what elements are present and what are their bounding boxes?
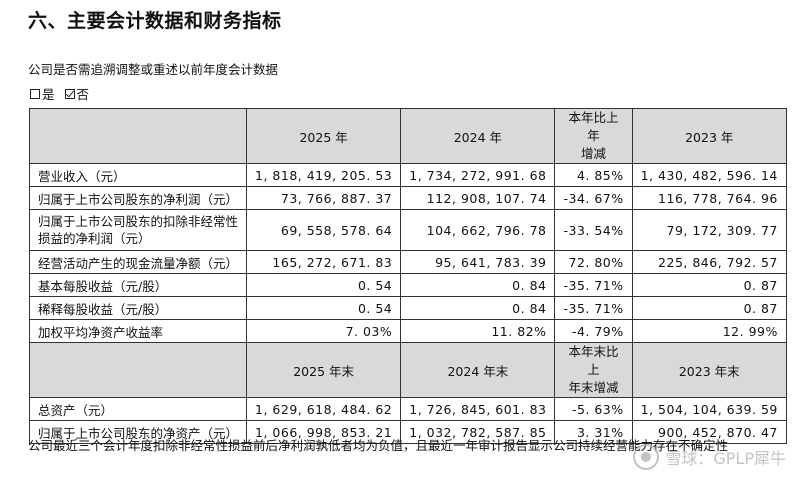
- value-cell: 0. 87: [631, 296, 787, 320]
- value-cell: 1, 430, 482, 596. 14: [631, 163, 787, 187]
- column-header: 2025 年末: [246, 342, 402, 398]
- checkbox-no[interactable]: [64, 88, 75, 99]
- value-cell: 3. 31%: [554, 420, 633, 444]
- row-label: 总资产（元）: [28, 397, 248, 421]
- value-cell: 73, 766, 887. 37: [246, 186, 402, 210]
- value-cell: 0. 84: [400, 296, 556, 320]
- table-row: 基本每股收益（元/股） 0. 54 0. 84 -35. 71% 0. 87: [28, 273, 787, 297]
- table-row: 总资产（元） 1, 629, 618, 484. 62 1, 726, 845, 6…: [28, 397, 787, 421]
- option-yes[interactable]: 是: [30, 84, 55, 103]
- table-header-row: 2025 年末 2024 年末 本年末比上 年末增减 2023 年末: [28, 342, 787, 398]
- row-label: 加权平均净资产收益率: [28, 319, 248, 343]
- value-cell: -35. 71%: [554, 296, 633, 320]
- value-cell: 116, 778, 764. 96: [631, 186, 787, 210]
- snowball-logo-icon: [633, 444, 660, 470]
- value-cell: 1, 629, 618, 484. 62: [246, 397, 402, 421]
- value-cell: 11. 82%: [400, 319, 556, 343]
- column-header: 2025 年: [246, 108, 402, 164]
- row-label: 稀释每股收益（元/股）: [28, 296, 248, 320]
- table-row: 归属于上市公司股东的净利润（元） 73, 766, 887. 37 112, 908…: [28, 186, 787, 210]
- value-cell: 1, 504, 104, 639. 59: [631, 397, 787, 421]
- value-cell: -4. 79%: [554, 319, 633, 343]
- restatement-question: 公司是否需追溯调整或重述以前年度会计数据: [28, 62, 279, 77]
- value-cell: -35. 71%: [554, 273, 633, 297]
- row-label: 归属于上市公司股东的扣除非经常性损益的净利润（元）: [28, 209, 248, 251]
- row-label: 经营活动产生的现金流量净额（元）: [28, 250, 248, 274]
- row-label: 基本每股收益（元/股）: [28, 273, 248, 297]
- column-header: 2024 年末: [400, 342, 556, 398]
- header-corner: [28, 342, 248, 398]
- value-cell: 104, 662, 796. 78: [400, 209, 556, 251]
- table-row: 归属于上市公司股东的扣除非经常性损益的净利润（元） 69, 558, 578. 6…: [28, 209, 787, 251]
- option-yes-label: 是: [42, 87, 55, 102]
- value-cell: 165, 272, 671. 83: [246, 250, 402, 274]
- value-cell: 112, 908, 107. 74: [400, 186, 556, 210]
- watermark: 雪球：GPLP犀牛: [633, 444, 786, 470]
- value-cell: 1, 066, 998, 853. 21: [246, 420, 402, 444]
- column-header: 2023 年末: [631, 342, 787, 398]
- value-cell: 1, 734, 272, 991. 68: [400, 163, 556, 187]
- value-cell: 0. 87: [631, 273, 787, 297]
- row-label: 营业收入（元）: [28, 163, 248, 187]
- row-label: 归属于上市公司股东的净利润（元）: [28, 186, 248, 210]
- option-no-label: 否: [76, 87, 90, 102]
- value-cell: 1, 818, 419, 205. 53: [246, 163, 402, 187]
- value-cell: 12. 99%: [631, 319, 787, 343]
- value-cell: 900, 452, 870. 47: [631, 420, 787, 444]
- value-cell: -33. 54%: [554, 209, 633, 251]
- table-row: 营业收入（元） 1, 818, 419, 205. 53 1, 734, 272, …: [28, 163, 787, 187]
- option-no[interactable]: 否: [64, 84, 90, 103]
- value-cell: 0. 54: [246, 296, 402, 320]
- value-cell: 0. 54: [246, 273, 402, 297]
- column-header: 本年末比上 年末增减: [554, 342, 633, 398]
- restatement-options: 是 否: [30, 84, 89, 103]
- table-row: 加权平均净资产收益率 7. 03% 11. 82% -4. 79% 12. 99%: [28, 319, 787, 343]
- column-header: 2024 年: [400, 108, 556, 164]
- value-cell: 0. 84: [400, 273, 556, 297]
- value-cell: 1, 032, 782, 587. 85: [400, 420, 556, 444]
- watermark-text: 雪球：GPLP犀牛: [665, 449, 786, 468]
- table-row: 经营活动产生的现金流量净额（元） 165, 272, 671. 83 95, 641…: [28, 250, 787, 274]
- value-cell: 69, 558, 578. 64: [246, 209, 402, 251]
- value-cell: 95, 641, 783. 39: [400, 250, 556, 274]
- header-corner: [28, 108, 248, 164]
- table-row: 稀释每股收益（元/股） 0. 54 0. 84 -35. 71% 0. 87: [28, 296, 787, 320]
- section-title: 六、主要会计数据和财务指标: [28, 10, 282, 32]
- value-cell: 4. 85%: [554, 163, 633, 187]
- value-cell: 1, 726, 845, 601. 83: [400, 397, 556, 421]
- row-label: 归属于上市公司股东的净资产（元）: [28, 420, 248, 444]
- value-cell: -5. 63%: [554, 397, 633, 421]
- checkbox-yes[interactable]: [30, 88, 40, 99]
- value-cell: 79, 172, 309. 77: [631, 209, 787, 251]
- table-header-row: 2025 年 2024 年本年比上年 增减 2023 年: [28, 108, 787, 164]
- financial-table: 2025 年 2024 年本年比上年 增减 2023 年营业收入（元） 1, 818,…: [28, 108, 787, 444]
- value-cell: 225, 846, 792. 57: [631, 250, 787, 274]
- value-cell: 72. 80%: [554, 250, 633, 274]
- column-header: 2023 年: [631, 108, 787, 164]
- value-cell: -34. 67%: [554, 186, 633, 210]
- column-header: 本年比上年 增减: [554, 108, 633, 164]
- value-cell: 7. 03%: [246, 319, 402, 343]
- footnote: 公司最近三个会计年度扣除非经常性损益前后净利润孰低者均为负值，且最近一年审计报告…: [28, 438, 729, 453]
- table-row: 归属于上市公司股东的净资产（元） 1, 066, 998, 853. 21 1, 0…: [28, 420, 787, 444]
